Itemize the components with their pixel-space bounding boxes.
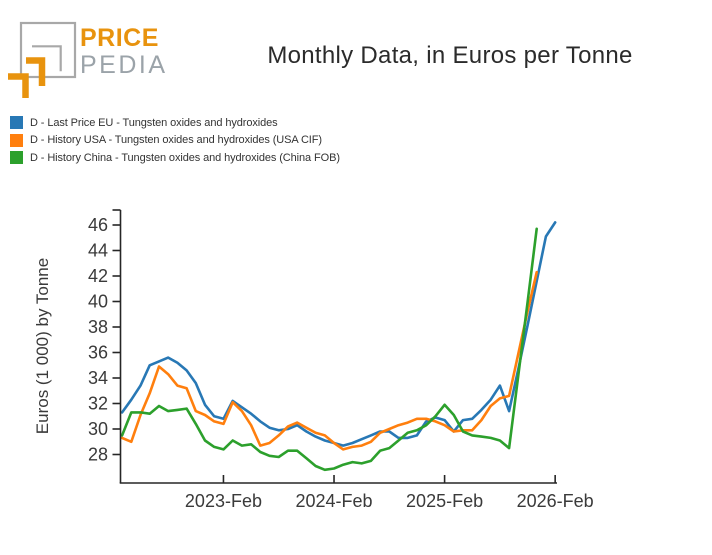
logo-word-pedia: PEDIA [80,51,168,79]
series-line-eu [120,221,557,447]
legend-item-usa: D - History USA - Tungsten oxides and hy… [10,132,340,150]
legend-swatch-eu [10,116,23,130]
legend-swatch-usa [10,133,23,147]
logo-word-price: PRICE [80,24,159,52]
pricepedia-logo-text: PRICE PEDIA [80,25,168,79]
legend-item-china: D - History China - Tungsten oxides and … [10,149,340,167]
x-axis-tick-label: 2023-Feb [185,491,262,511]
legend-label-eu: D - Last Price EU - Tungsten oxides and … [30,116,278,129]
pricepedia-logo: PRICE PEDIA [8,8,165,104]
legend-label-china: D - History China - Tungsten oxides and … [30,151,340,164]
legend-swatch-china [10,151,23,165]
x-axis-tick-label: 2024-Feb [295,491,372,511]
y-axis-title: Euros (1 000) by Tonne [33,258,52,434]
y-axis-tick-label: 44 [88,241,108,261]
y-axis-tick-label: 36 [88,343,108,363]
y-axis-tick-label: 46 [88,215,108,235]
y-axis-tick-label: 40 [88,292,108,312]
y-axis-tick-label: 28 [88,445,108,465]
pricepedia-logo-icon [8,21,77,98]
legend-item-eu: D - Last Price EU - Tungsten oxides and … [10,114,340,132]
chart-title: Monthly Data, in Euros per Tonne [267,42,633,69]
legend-label-usa: D - History USA - Tungsten oxides and hy… [30,134,322,147]
y-axis-tick-label: 32 [88,394,108,414]
y-axis-tick-label: 30 [88,419,108,439]
y-axis-tick-label: 38 [88,317,108,337]
x-axis-tick-label: 2026-Feb [517,491,594,511]
series-line-china [120,227,539,472]
y-axis-tick-label: 34 [88,368,108,388]
series-line-usa [120,270,539,451]
chart-legend: D - Last Price EU - Tungsten oxides and … [10,114,340,167]
y-axis-tick-label: 42 [88,266,108,286]
x-axis-tick-label: 2025-Feb [406,491,483,511]
